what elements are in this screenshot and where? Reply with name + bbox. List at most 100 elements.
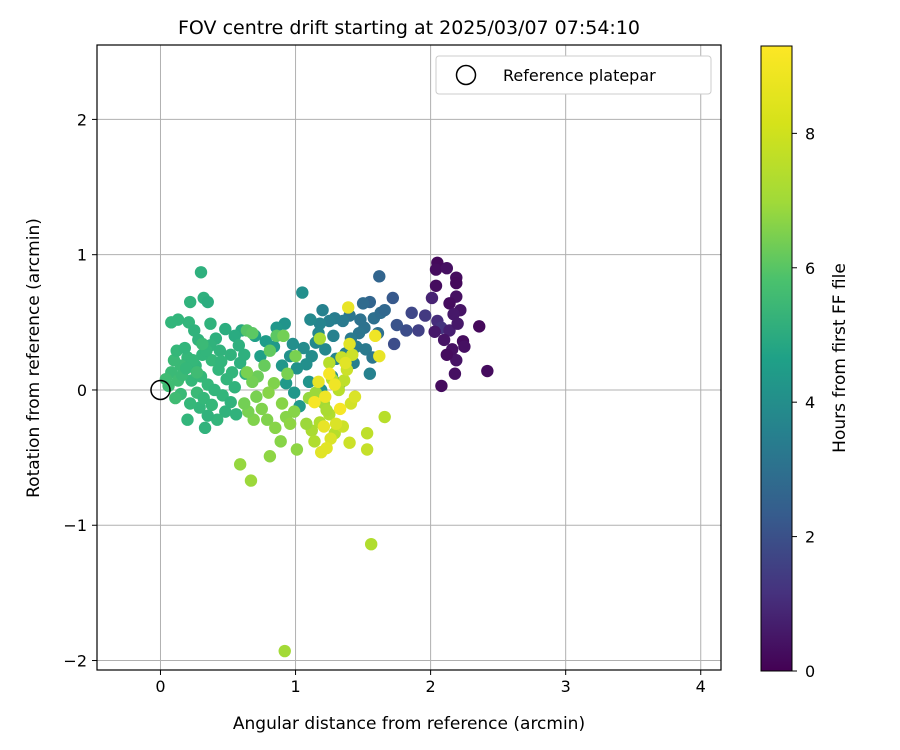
colorbar-tick-label: 0: [805, 662, 815, 681]
data-point: [269, 421, 282, 435]
x-tick-label: 2: [426, 677, 436, 696]
data-point: [240, 366, 254, 379]
data-point: [324, 432, 337, 445]
data-point: [313, 332, 327, 345]
data-point: [323, 356, 336, 370]
data-point: [429, 279, 443, 293]
data-point: [323, 314, 336, 328]
data-point: [297, 341, 310, 355]
colorbar-tick-label: 6: [805, 259, 815, 278]
data-point: [447, 308, 460, 321]
data-point: [315, 445, 328, 459]
data-point: [327, 329, 340, 343]
data-point: [308, 395, 321, 409]
data-point: [179, 362, 193, 375]
data-point: [300, 417, 313, 430]
data-point: [319, 343, 332, 356]
data-point: [188, 324, 201, 337]
data-point: [197, 391, 210, 405]
data-point: [205, 354, 219, 367]
data-point: [343, 436, 356, 449]
data-point: [181, 413, 194, 426]
data-point: [348, 390, 362, 403]
data-point: [262, 386, 275, 399]
data-point: [228, 381, 241, 394]
data-point: [317, 420, 331, 433]
data-point: [360, 427, 374, 440]
data-point: [354, 313, 367, 326]
colorbar-label: Hours from first FF file: [830, 263, 850, 453]
data-point: [167, 354, 181, 367]
data-point: [320, 404, 333, 417]
reference-platepar-marker: [150, 379, 171, 401]
data-point: [169, 391, 182, 405]
data-point: [205, 398, 219, 412]
data-point: [258, 359, 271, 372]
data-point: [224, 395, 237, 409]
data-point: [289, 349, 302, 363]
data-point: [228, 329, 241, 343]
colorbar-gradient: [760, 45, 793, 672]
data-point: [309, 386, 323, 399]
data-point: [386, 291, 399, 305]
data-point: [304, 313, 317, 326]
data-point: [244, 474, 258, 487]
data-point: [194, 266, 208, 279]
data-point: [238, 397, 251, 410]
data-point: [440, 348, 454, 361]
data-point: [333, 402, 347, 416]
data-point: [183, 397, 197, 410]
x-tick-label: 1: [290, 677, 300, 696]
x-axis-label: Angular distance from reference (arcmin): [233, 714, 585, 734]
data-point: [316, 303, 329, 317]
data-point: [232, 339, 246, 352]
data-point: [443, 324, 456, 337]
y-tick-label: −1: [63, 516, 87, 535]
data-point: [213, 344, 227, 357]
colorbar-tick-label: 4: [805, 393, 815, 412]
data-point: [250, 390, 263, 403]
data-point: [387, 337, 401, 351]
data-point: [287, 405, 301, 418]
data-point: [364, 537, 378, 551]
x-axis-ticks: 0 1 2 3 4: [155, 670, 706, 696]
data-point: [359, 343, 372, 356]
data-point: [190, 366, 204, 379]
data-point: [278, 644, 291, 658]
data-point: [419, 309, 432, 322]
y-axis-label: Rotation from reference (arcmin): [24, 218, 44, 498]
data-point: [159, 372, 173, 386]
x-tick-label: 3: [561, 677, 571, 696]
data-point: [281, 367, 294, 380]
data-point: [328, 378, 341, 391]
data-point: [360, 443, 374, 456]
data-point: [450, 354, 463, 367]
data-point: [260, 413, 274, 426]
data-point: [400, 324, 413, 337]
legend-box: [435, 55, 712, 95]
data-point: [323, 367, 336, 380]
data-point: [259, 335, 273, 348]
data-point: [204, 317, 217, 330]
data-point: [279, 377, 293, 390]
data-point: [343, 337, 356, 351]
y-tick-label: −2: [63, 652, 87, 671]
data-point: [201, 409, 214, 422]
legend-label-reference: Reference platepar: [503, 66, 656, 85]
data-point: [246, 375, 259, 389]
data-point: [233, 458, 247, 471]
data-point: [412, 324, 425, 337]
data-point: [369, 329, 382, 343]
data-point: [277, 329, 290, 343]
legend-marker-reference: [455, 64, 477, 86]
data-point: [437, 333, 451, 347]
grid: [97, 45, 721, 670]
data-point: [405, 306, 418, 320]
data-point: [363, 367, 377, 380]
data-point: [428, 325, 441, 338]
data-point: [246, 326, 259, 340]
data-point: [215, 355, 228, 368]
data-point: [255, 402, 268, 416]
data-point: [329, 417, 343, 430]
